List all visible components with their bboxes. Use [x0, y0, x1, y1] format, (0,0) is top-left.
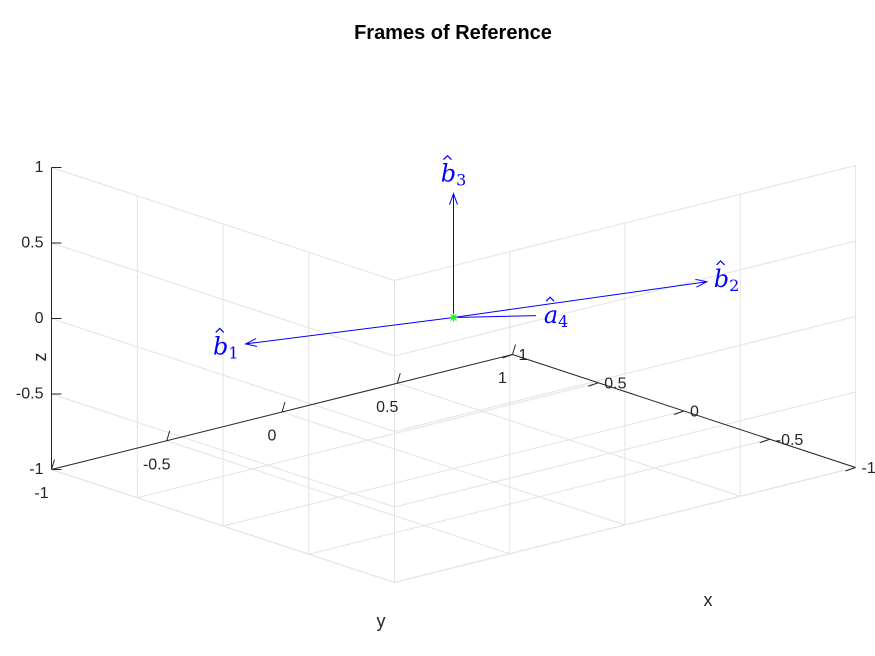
x-tick-label: -1 [862, 460, 875, 477]
vector-b3-arrowhead [449, 192, 458, 205]
vector-a4-hat-accent [545, 296, 555, 302]
x-tick-mark [845, 467, 856, 472]
grid-line-sidewall-z [51, 167, 395, 281]
vector-a4-shaft [453, 315, 537, 318]
origin-marker [450, 314, 457, 321]
y-tick-label: 0 [268, 428, 277, 445]
vector-b1-hat-accent [215, 327, 225, 333]
y-tick-label: 1 [498, 370, 507, 387]
vector-b1-arrowhead [244, 338, 258, 347]
vector-b3-label: b3 [441, 160, 467, 190]
y-tick-label: -0.5 [143, 456, 171, 473]
x-tick-label: 0.5 [604, 375, 626, 392]
chart-title: Frames of Reference [354, 22, 552, 44]
vector-a4-label: a4 [544, 301, 569, 331]
z-tick-label: 0.5 [21, 235, 43, 252]
y-axis-label: y [377, 611, 386, 631]
z-tick-label: 0 [35, 310, 44, 327]
y-tick-mark [51, 459, 55, 470]
vector-b2-shaft [453, 281, 707, 318]
grid-line-floor-y [397, 382, 741, 497]
grid-line-backwall-z [394, 316, 856, 432]
vector-b2-label: b2 [714, 265, 740, 295]
x-tick-mark [759, 438, 770, 444]
x-tick-mark [588, 382, 599, 387]
grid-line-backwall-z [394, 165, 856, 281]
y-tick-label: -1 [34, 485, 48, 502]
x-tick-label: 1 [519, 347, 528, 364]
grid-line-backwall-z [394, 467, 856, 583]
vector-b1-shaft [245, 317, 454, 345]
x-tick-label: 0 [690, 404, 699, 421]
grid-line-sidewall-z [51, 469, 395, 583]
grid-line-backwall-z [394, 240, 856, 357]
z-axis-label: z [30, 353, 50, 362]
vectors-layer: b1 b2 b3 a4 [213, 154, 740, 362]
ticks-layer: -1 -0.5 0 0.5 1 -1 -0.5 0 0.5 1 -1 -0.5 0 0.5 1 [16, 159, 875, 502]
x-tick-label: -0.5 [776, 432, 804, 449]
grid-line-sidewall-z [51, 318, 395, 432]
grid-line-sidewall-z [51, 393, 395, 508]
y-tick-mark [166, 430, 171, 441]
vector-b3-hat-accent [443, 154, 452, 161]
z-tick-label: -0.5 [16, 386, 44, 403]
vector-b1-label: b1 [213, 332, 239, 362]
grid-line-floor-y [166, 440, 510, 555]
vector-b2-arrowhead [695, 278, 709, 288]
grid-line-floor-y [281, 411, 626, 526]
grid-line-backwall-z [394, 391, 856, 508]
z-tick-label: 1 [35, 159, 44, 176]
x-axis-label: x [704, 590, 713, 610]
y-tick-mark [396, 373, 401, 384]
z-tick-label: -1 [29, 461, 43, 478]
y-tick-label: 0.5 [376, 399, 398, 416]
x-tick-mark [673, 410, 685, 415]
y-tick-mark [281, 401, 286, 413]
grid-line-sidewall-z [51, 242, 395, 357]
y-tick-mark [512, 344, 516, 355]
vector-b2-hat-accent [716, 260, 726, 266]
x-tick-mark [502, 354, 513, 359]
